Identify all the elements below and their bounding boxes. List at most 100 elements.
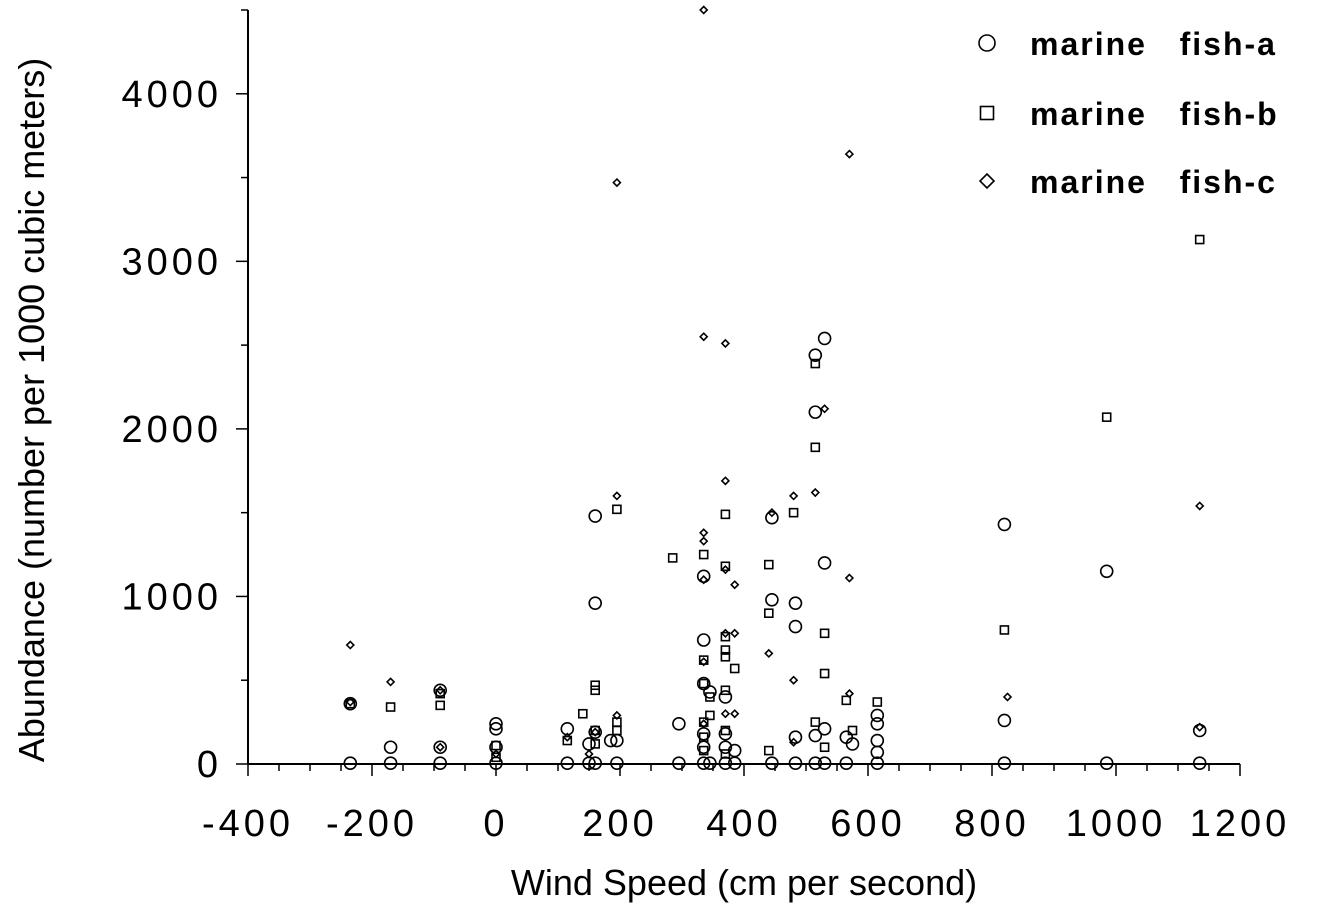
x-tick-label: 1200 [1190, 803, 1291, 845]
point-square [590, 685, 601, 696]
point-circle [870, 745, 885, 760]
point-square [819, 668, 830, 679]
point-circle [765, 756, 779, 770]
point-diamond [844, 149, 855, 159]
point-circle [788, 596, 803, 610]
point-circle [870, 716, 885, 731]
series-square [345, 234, 1205, 763]
point-square [698, 549, 709, 560]
point-circle [703, 685, 717, 699]
point-circle [672, 756, 686, 770]
x-axis-title: Wind Speed (cm per second) [511, 862, 977, 903]
point-square [705, 710, 715, 721]
point-diamond [1195, 722, 1205, 732]
point-square [435, 700, 446, 711]
point-square [819, 628, 830, 639]
point-diamond [720, 338, 731, 349]
point-diamond [612, 710, 622, 721]
point-diamond [720, 476, 731, 486]
point-diamond [562, 732, 572, 742]
point-circle [718, 690, 733, 704]
point-diamond [345, 697, 355, 707]
point-circle [433, 683, 448, 698]
legend-label: marine fish-c [1030, 164, 1277, 200]
point-diamond [810, 487, 820, 498]
point-square [810, 358, 821, 369]
point-circle [788, 619, 803, 634]
point-diamond [699, 5, 709, 15]
point-square [763, 559, 774, 570]
y-tick-label: 3000 [121, 241, 222, 283]
data-points [343, 5, 1207, 770]
legend: marine fish-a marine fish-b marine fish-c [978, 26, 1279, 200]
point-diamond [788, 491, 799, 501]
point-circle [696, 756, 711, 770]
point-circle [808, 348, 823, 362]
point-diamond [730, 580, 740, 590]
point-circle [672, 716, 686, 731]
point-square [698, 745, 709, 756]
point-circle [808, 405, 823, 419]
y-tick-label: 0 [197, 744, 222, 786]
point-circle [997, 756, 1012, 770]
point-square [999, 625, 1010, 635]
point-square [385, 702, 396, 712]
point-circle [817, 331, 832, 346]
point-square [590, 680, 601, 691]
point-square [841, 695, 852, 706]
point-circle [489, 716, 503, 731]
point-circle [703, 756, 717, 770]
point-diamond [764, 648, 774, 659]
point-diamond [385, 677, 396, 687]
point-circle [433, 756, 448, 770]
y-tick-label: 4000 [121, 74, 222, 116]
point-circle [997, 713, 1012, 728]
y-tick-label: 1000 [121, 576, 222, 618]
x-tick-label: 200 [582, 803, 657, 845]
legend-marker-diamond [978, 172, 996, 190]
point-circle [696, 633, 711, 647]
point-diamond [844, 573, 855, 583]
point-circle [808, 756, 823, 770]
ticks: -400 -200 0 200 400 600 800 1000 1200 0 1000 2000 30… [121, 9, 1291, 845]
point-circle [610, 756, 624, 770]
point-diamond [730, 709, 740, 719]
point-circle [839, 756, 854, 770]
legend-label: marine fish-b [1030, 96, 1279, 132]
point-circle [489, 722, 503, 736]
point-diamond [720, 628, 731, 638]
point-circle [870, 708, 885, 723]
x-tick-label: 600 [830, 803, 905, 845]
point-circle [997, 517, 1012, 532]
point-diamond [699, 536, 709, 546]
point-circle [383, 756, 398, 770]
point-square [729, 663, 740, 674]
point-diamond [844, 688, 855, 699]
point-square [435, 688, 446, 699]
point-square [705, 692, 715, 702]
point-circle [808, 728, 823, 743]
point-square [810, 717, 821, 727]
x-tick-label: -200 [326, 803, 418, 845]
point-diamond [699, 332, 709, 342]
point-square [847, 725, 858, 736]
point-square [577, 708, 588, 719]
point-circle [727, 756, 742, 770]
point-square [612, 504, 622, 515]
point-square [720, 651, 731, 662]
point-circle [603, 733, 618, 748]
point-square [1101, 412, 1112, 422]
point-circle [870, 733, 885, 748]
point-circle [845, 737, 860, 751]
point-diamond [584, 749, 594, 759]
point-square [698, 732, 709, 742]
point-square [698, 678, 709, 689]
point-diamond [699, 719, 709, 729]
point-diamond [767, 508, 777, 518]
point-circle [343, 756, 358, 770]
point-diamond [730, 628, 740, 638]
point-circle [718, 740, 733, 755]
point-square [720, 631, 731, 642]
